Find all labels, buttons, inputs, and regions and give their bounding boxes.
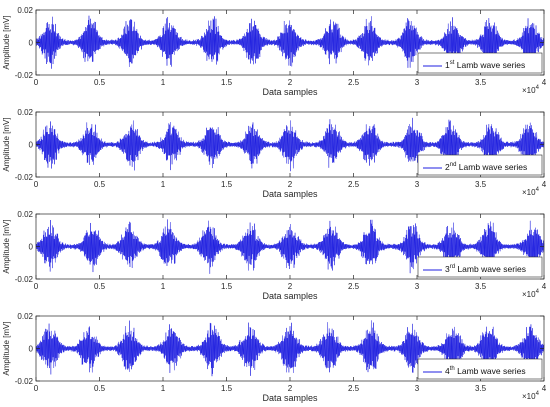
y-tick-label: 0	[29, 243, 34, 252]
legend-box	[417, 358, 543, 380]
x-tick-label: 1.5	[221, 384, 233, 393]
x-tick-label: 0.5	[94, 282, 106, 291]
legend-label-part: 2	[445, 162, 450, 172]
x-tick-label: 4	[542, 180, 547, 189]
legend-label: 4th Lamb wave series	[445, 366, 526, 376]
x-tick-label: 4	[542, 282, 547, 291]
x-tick-label: 3.5	[475, 78, 487, 87]
legend: 2nd Lamb wave series	[417, 154, 543, 176]
x-tick-label: 3.5	[475, 282, 487, 291]
x-axis-label: Data samples	[262, 87, 318, 97]
wave-series-line	[35, 219, 545, 274]
x-tick-label: 1	[161, 384, 166, 393]
legend-label-part: 1	[445, 60, 450, 70]
x-exponent-label: ×104	[522, 85, 540, 95]
x-tick-label: 2.5	[348, 78, 360, 87]
legend-label-part: nd	[450, 162, 457, 168]
x-tick-label: 0	[34, 384, 39, 393]
x-tick-label: 3	[415, 78, 420, 87]
legend-label-part: 3	[445, 264, 450, 274]
y-tick-label: -0.02	[15, 377, 34, 386]
x-tick-label: 0.5	[94, 78, 106, 87]
legend: 4th Lamb wave series	[417, 358, 543, 380]
x-tick-label: 3	[415, 282, 420, 291]
y-tick-label: 0.02	[17, 210, 33, 219]
x-tick-label: 1.5	[221, 180, 233, 189]
legend-label-part: Lamb wave series	[456, 162, 527, 172]
x-tick-label: 1	[161, 78, 166, 87]
x-exponent-power: 4	[536, 187, 540, 193]
y-axis-label: Amplitude [mV]	[2, 321, 11, 375]
y-tick-label: -0.02	[15, 71, 34, 80]
x-exponent-label: ×104	[522, 391, 540, 401]
x-tick-label: 3	[415, 384, 420, 393]
x-exponent-power: 4	[536, 85, 540, 91]
x-tick-label: 3.5	[475, 384, 487, 393]
x-tick-label: 2.5	[348, 384, 360, 393]
x-exponent-label: ×104	[522, 289, 540, 299]
legend-label-part: rd	[450, 264, 455, 270]
x-tick-label: 4	[542, 384, 547, 393]
x-tick-label: 1.5	[221, 78, 233, 87]
x-tick-label: 2	[288, 384, 293, 393]
wave-series-line	[35, 117, 545, 172]
y-tick-label: 0.02	[17, 312, 33, 321]
x-axis-label: Data samples	[262, 393, 318, 403]
legend-label-part: st	[450, 60, 455, 66]
legend-label: 2nd Lamb wave series	[445, 162, 527, 172]
y-tick-label: -0.02	[15, 275, 34, 284]
y-tick-label: 0	[29, 141, 34, 150]
y-tick-label: 0	[29, 39, 34, 48]
x-tick-label: 2.5	[348, 180, 360, 189]
legend-label-part: Lamb wave series	[455, 366, 526, 376]
x-exponent-power: 4	[536, 391, 540, 397]
legend-label-part: 4	[445, 366, 450, 376]
x-axis-label: Data samples	[262, 189, 318, 199]
y-tick-label: -0.02	[15, 173, 34, 182]
x-exponent-label: ×104	[522, 187, 540, 197]
x-tick-label: 2	[288, 180, 293, 189]
legend: 1st Lamb wave series	[417, 52, 543, 74]
x-exponent-power: 4	[536, 289, 540, 295]
x-tick-label: 2	[288, 282, 293, 291]
legend-box	[417, 52, 543, 74]
legend-label-part: th	[450, 366, 455, 372]
legend-box	[417, 154, 543, 176]
legend-box	[417, 256, 543, 278]
x-tick-label: 1	[161, 180, 166, 189]
wave-series-line	[35, 320, 545, 377]
y-axis-label: Amplitude [mV]	[2, 219, 11, 273]
legend-label-part: Lamb wave series	[455, 264, 526, 274]
x-tick-label: 0	[34, 282, 39, 291]
legend-label-part: Lamb wave series	[454, 60, 525, 70]
x-tick-label: 2.5	[348, 282, 360, 291]
x-tick-label: 3.5	[475, 180, 487, 189]
x-tick-label: 1.5	[221, 282, 233, 291]
legend: 3rd Lamb wave series	[417, 256, 543, 278]
x-axis-label: Data samples	[262, 291, 318, 301]
legend-label: 1st Lamb wave series	[445, 60, 525, 70]
y-tick-label: 0.02	[17, 6, 33, 15]
wave-series-line	[35, 15, 545, 71]
x-tick-label: 0	[34, 180, 39, 189]
y-tick-label: 0	[29, 345, 34, 354]
x-tick-label: 1	[161, 282, 166, 291]
x-tick-label: 0.5	[94, 180, 106, 189]
x-tick-label: 0.5	[94, 384, 106, 393]
y-axis-label: Amplitude [mV]	[2, 117, 11, 171]
x-tick-label: 4	[542, 78, 547, 87]
x-tick-label: 3	[415, 180, 420, 189]
x-tick-label: 2	[288, 78, 293, 87]
y-tick-label: 0.02	[17, 108, 33, 117]
x-tick-label: 0	[34, 78, 39, 87]
legend-label: 3rd Lamb wave series	[445, 264, 526, 274]
y-axis-label: Amplitude [mV]	[2, 15, 11, 69]
